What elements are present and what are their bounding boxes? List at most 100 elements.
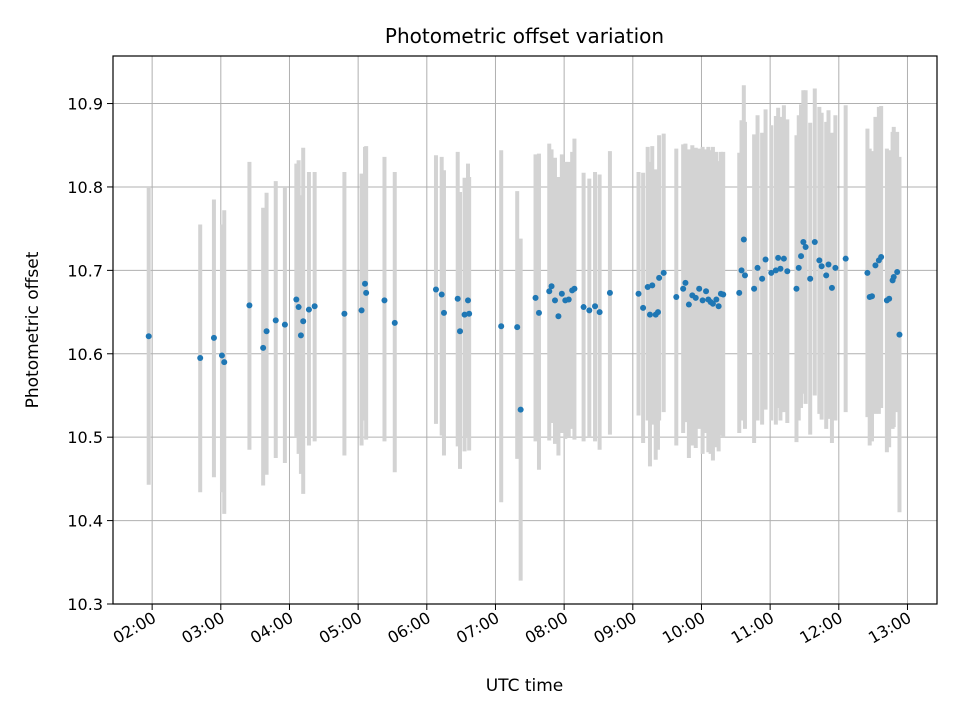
data-point [685,301,692,308]
data-point [145,333,152,340]
data-point [682,279,689,286]
data-point [341,310,348,317]
data-point [816,257,823,264]
data-point [391,319,398,326]
data-point [281,321,288,328]
data-point [246,302,253,309]
data-point [754,264,761,271]
data-point [635,290,642,297]
data-point [868,293,875,300]
data-point [363,289,370,296]
data-point [811,239,818,246]
data-point [828,284,835,291]
data-point [596,309,603,316]
data-point [210,334,217,341]
data-point [775,254,782,261]
data-point [218,352,225,359]
data-point [295,304,302,311]
data-point [890,274,897,281]
data-point [649,282,656,289]
data-point [864,269,871,276]
y-tick-label: 10.4 [67,512,103,531]
y-tick-label: 10.7 [67,261,103,280]
data-point [800,239,807,246]
data-point [656,274,663,281]
data-point [535,309,542,316]
y-tick-label: 10.6 [67,345,103,364]
data-point [272,317,279,324]
data-point [517,406,524,413]
data-point [358,307,365,314]
data-point [580,304,587,311]
data-point [644,284,651,291]
data-point [709,300,716,307]
y-tick-label: 10.5 [67,428,103,447]
data-point [432,286,439,293]
data-point [532,294,539,301]
data-point [362,280,369,287]
data-point [297,332,304,339]
data-point [886,295,893,302]
data-point [738,267,745,274]
data-point [640,304,647,311]
data-point [551,297,558,304]
data-point [465,297,472,304]
data-point [878,254,885,261]
data-point [592,303,599,310]
y-axis-ticks: 10.3 10.4 10.5 10.6 10.7 10.8 10.9 [67,95,113,614]
data-point [514,324,521,331]
data-point [498,323,505,330]
y-tick-label: 10.3 [67,595,103,614]
data-point [546,288,553,295]
data-point [896,331,903,338]
data-point [646,311,653,318]
data-point [780,255,787,262]
data-point [660,269,667,276]
data-point [381,297,388,304]
data-point [461,311,468,318]
data-point [260,344,267,351]
data-point [740,236,747,243]
data-point [692,294,699,301]
y-tick-label: 10.8 [67,178,103,197]
x-axis-label: UTC time [486,676,564,696]
data-point [456,328,463,335]
data-point [300,318,307,325]
data-point [823,272,830,279]
data-point [680,285,687,292]
data-point [548,283,555,290]
plot-frame [112,55,938,605]
data-point [842,255,849,262]
data-point [736,289,743,296]
data-point [768,269,775,276]
data-point [802,244,809,251]
data-point [703,288,710,295]
data-point [784,268,791,275]
data-point [793,285,800,292]
data-point [654,309,661,316]
data-point [715,303,722,310]
data-point [293,296,300,303]
data-point [571,285,578,292]
data-point [440,309,447,316]
data-point [894,269,901,276]
data-point [565,296,572,303]
data-point [807,275,814,282]
data-point [872,262,879,269]
data-point [699,297,706,304]
data-point [751,285,758,292]
data-point [825,261,832,268]
data-point [454,295,461,302]
data-point [720,291,727,298]
y-axis-label: Photometric offset [23,251,43,408]
data-point [263,328,270,335]
y-tick-label: 10.9 [67,95,103,114]
data-point [798,253,805,260]
data-point [606,289,613,296]
data-point [772,267,779,274]
data-point [741,272,748,279]
chart-title: Photometric offset variation [385,24,664,48]
data-points [145,236,903,413]
data-point [438,291,445,298]
